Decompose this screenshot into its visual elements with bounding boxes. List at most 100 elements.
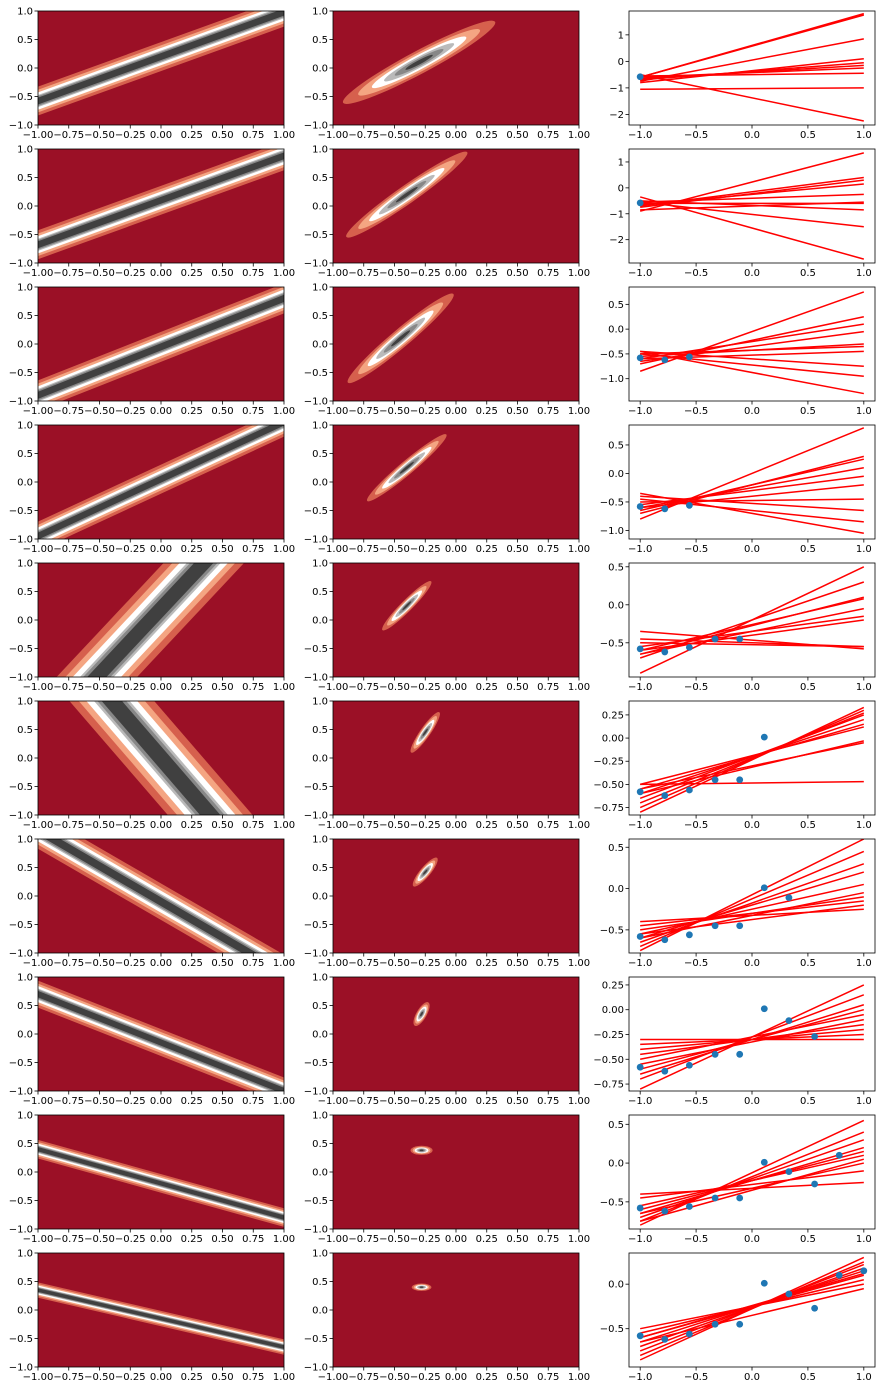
data-point-2 xyxy=(661,792,669,799)
y-tick-label: −2 xyxy=(609,110,624,121)
y-tick-label: 0.0 xyxy=(608,325,624,336)
sampled-line-7 xyxy=(640,498,864,503)
x-tick-label: 0.25 xyxy=(181,130,203,141)
x-tick-label: 0.75 xyxy=(242,1234,264,1245)
sampled-line-8 xyxy=(640,350,864,368)
contour-bands xyxy=(347,293,454,384)
x-tick-label: 0.25 xyxy=(181,820,203,831)
y-tick-label: −0.5 xyxy=(9,782,33,793)
x-tick-label: 0.25 xyxy=(181,268,203,279)
x-tick-label: 0.25 xyxy=(476,820,498,831)
x-tick-label: −0.25 xyxy=(115,1096,146,1107)
x-tick-label: 0.50 xyxy=(506,544,528,555)
posterior-contour-level-6 xyxy=(422,728,428,737)
data-point-9 xyxy=(835,1271,843,1279)
x-tick-label: 0.5 xyxy=(800,1372,816,1383)
y-tick-label: 1.0 xyxy=(312,7,328,18)
contour-bands xyxy=(342,20,496,104)
contour-background xyxy=(38,1253,284,1367)
posterior-panel-10: −1.0 −0.5 0.0 0.5 1.0 −1.00 −0.75 −0.50 −0.25 0.0… xyxy=(304,1249,590,1384)
y-tick-label: −0.5 xyxy=(9,230,33,241)
x-tick-label: −1.00 xyxy=(23,130,54,141)
x-tick-label: −0.50 xyxy=(84,1234,115,1245)
y-tick-label: −1.0 xyxy=(9,1225,33,1236)
plot-area xyxy=(629,287,875,401)
posterior-contour-level-6 xyxy=(395,186,418,203)
y-tick-label: −0.5 xyxy=(304,1196,328,1207)
sampled-line-8 xyxy=(640,900,864,927)
contour-background xyxy=(333,563,579,677)
x-tick-label: 0.0 xyxy=(744,682,760,693)
x-tick-label: −1.00 xyxy=(23,406,54,417)
likelihood-band-level-5 xyxy=(38,11,284,105)
x-tick-label: −0.50 xyxy=(84,1096,115,1107)
data-point-5 xyxy=(736,1050,744,1058)
x-tick-label: −1.00 xyxy=(318,268,349,279)
plot-area xyxy=(629,1253,875,1367)
y-tick-label: 1.0 xyxy=(17,1111,33,1122)
x-tick-label: −0.75 xyxy=(348,682,379,693)
contour-bands xyxy=(410,1145,433,1155)
sampled-line-1 xyxy=(639,839,865,952)
x-tick-label: −0.5 xyxy=(684,406,708,417)
x-tick-label: 0.5 xyxy=(800,820,816,831)
x-tick-label: 0.50 xyxy=(211,544,233,555)
x-tick-label: 0.75 xyxy=(537,1372,559,1383)
x-tick-label: 0.50 xyxy=(211,1096,233,1107)
x-tick-label: 1.00 xyxy=(273,268,295,279)
posterior-panel-6: −1.0 −0.5 0.0 0.5 1.0 −1.00 −0.75 −0.50 −0.25 0.0… xyxy=(304,697,590,832)
x-tick-label: 0.0 xyxy=(744,1234,760,1245)
posterior-contour-level-6 xyxy=(399,461,414,474)
data-point-1 xyxy=(636,354,644,362)
x-tick-label: −0.25 xyxy=(410,682,441,693)
lines-panel-4: −1.0 −0.5 0.0 0.5 −1.0 −0.5 0.0 0.5 1.0 xyxy=(600,424,876,555)
y-tick-label: 0.5 xyxy=(312,1277,328,1288)
x-tick-label: −0.75 xyxy=(348,268,379,279)
x-tick-label: −1.00 xyxy=(23,682,54,693)
y-tick-label: −1.0 xyxy=(304,1363,328,1374)
x-tick-label: 0.75 xyxy=(537,820,559,831)
y-tick-label: 0.0 xyxy=(312,64,328,75)
likelihood-panel-2: −1.0 −0.5 0.0 0.5 1.0 −1.00 −0.75 −0.50 −0.25 0.0… xyxy=(9,145,295,280)
posterior-panel-2: −1.0 −0.5 0.0 0.5 1.0 −1.00 −0.75 −0.50 −0.25 0.0… xyxy=(304,145,590,280)
x-tick-label: −0.5 xyxy=(684,1234,708,1245)
lines-panel-10: −0.5 0.0 −1.0 −0.5 0.0 0.5 1.0 xyxy=(600,1252,876,1383)
sampled-line-7 xyxy=(640,619,864,652)
y-tick-label: 1.0 xyxy=(312,1249,328,1260)
x-tick-label: 0.0 xyxy=(744,544,760,555)
lines-panel-7: −0.5 0.0 0.5 −1.0 −0.5 0.0 0.5 1.0 xyxy=(600,838,876,969)
data-point-1 xyxy=(636,933,644,940)
y-tick-label: −1.0 xyxy=(304,673,328,684)
lines-panel-1: −2 −1 0 1 −1.0 −0.5 0.0 0.5 1.0 xyxy=(609,10,876,141)
y-tick-label: 0.5 xyxy=(312,587,328,598)
x-tick-label: 1.00 xyxy=(568,268,590,279)
x-tick-label: −0.50 xyxy=(379,958,410,969)
y-tick-label: 1.0 xyxy=(17,697,33,708)
x-tick-label: 0.5 xyxy=(800,1234,816,1245)
x-tick-label: −0.5 xyxy=(684,1096,708,1107)
y-tick-label: 0.5 xyxy=(608,843,624,854)
contour-background xyxy=(333,287,579,401)
data-point-8 xyxy=(811,1033,819,1040)
y-tick-label: −0.5 xyxy=(304,782,328,793)
y-tick-label: 1.0 xyxy=(17,7,33,18)
figure-row-7: −1.0−0.50.00.51.0−1.00 −0.75 −0.50 −0.25 0.0… xyxy=(9,835,876,969)
x-tick-label: −0.50 xyxy=(379,682,410,693)
contour-bands xyxy=(38,287,284,401)
x-tick-label: 0.0 xyxy=(744,130,760,141)
y-tick-label: 0.0 xyxy=(17,1030,33,1041)
y-tick-label: −1.0 xyxy=(9,259,33,270)
posterior-panel-8: −1.0 −0.5 0.0 0.5 1.0 −1.00 −0.75 −0.50 −0.25 0.0… xyxy=(304,973,590,1108)
data-point-6 xyxy=(760,1279,768,1287)
x-tick-label: −0.25 xyxy=(115,268,146,279)
y-tick-label: 0.00 xyxy=(602,734,624,745)
sampled-line-10 xyxy=(640,73,864,122)
x-tick-label: 0.75 xyxy=(242,406,264,417)
plot-contents xyxy=(636,427,865,535)
y-tick-label: 0.5 xyxy=(312,1139,328,1150)
y-tick-label: 0.0 xyxy=(312,1168,328,1179)
x-tick-label: −0.50 xyxy=(84,544,115,555)
contour-bands xyxy=(38,1282,284,1355)
sampled-line-9 xyxy=(640,498,864,523)
y-tick-label: −1.0 xyxy=(304,1225,328,1236)
